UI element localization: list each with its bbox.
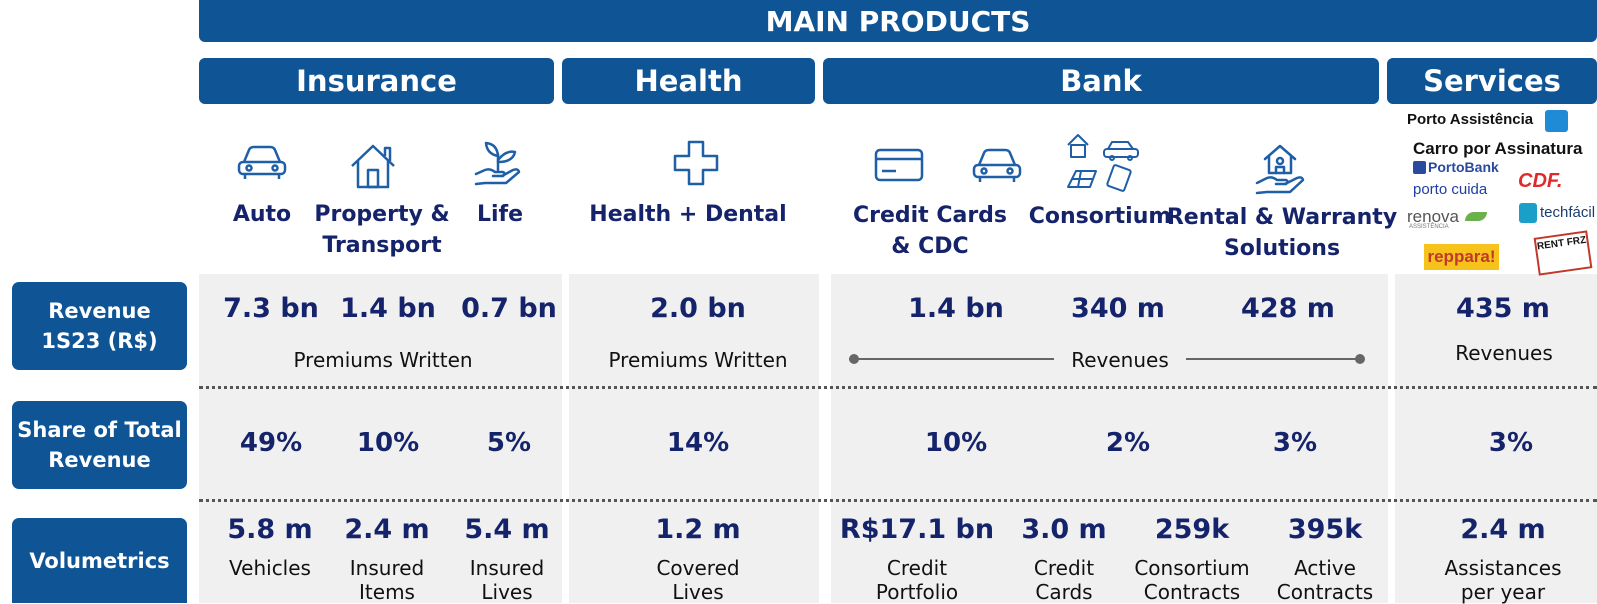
segment-services: Services bbox=[1387, 58, 1597, 104]
car-icon bbox=[237, 145, 287, 179]
bracket-line-left bbox=[849, 358, 1054, 360]
revenue-services: 435 m bbox=[1456, 293, 1550, 324]
category-credit-cards-cdc: Credit Cards & CDC bbox=[852, 203, 1008, 259]
segment-bank: Bank bbox=[823, 58, 1379, 104]
logo-portobank: PortoBank bbox=[1428, 159, 1499, 175]
consortium-assets-icon bbox=[1067, 134, 1139, 192]
row-label-revenue: Revenue 1S23 (R$) bbox=[12, 282, 187, 370]
vol-life-label: Insured Lives bbox=[469, 556, 545, 604]
revenue-life: 0.7 bn bbox=[461, 293, 557, 324]
row-divider bbox=[199, 386, 1597, 389]
portobank-logo-icon bbox=[1413, 161, 1426, 174]
bracket-dot-right bbox=[1355, 354, 1365, 364]
leaf-icon bbox=[1465, 212, 1487, 221]
logo-reppara: reppara! bbox=[1424, 244, 1499, 270]
share-auto: 49% bbox=[239, 428, 303, 458]
row-label-share: Share of Total Revenue bbox=[12, 401, 187, 489]
revenue-property: 1.4 bn bbox=[340, 293, 436, 324]
vol-credit-cards-label: Credit Cards bbox=[1033, 556, 1095, 604]
note-premiums-written-health: Premiums Written bbox=[608, 348, 788, 372]
category-health-dental: Health + Dental bbox=[589, 202, 787, 227]
credit-card-icon bbox=[874, 148, 924, 182]
main-products-title: MAIN PRODUCTS bbox=[199, 0, 1597, 42]
vol-credit-cards-value: 3.0 m bbox=[1021, 514, 1107, 545]
techfacil-logo-icon bbox=[1519, 203, 1537, 223]
vol-auto-value: 5.8 m bbox=[227, 514, 313, 545]
share-services: 3% bbox=[1488, 428, 1534, 458]
vol-rental-value: 395k bbox=[1287, 514, 1363, 545]
house-icon bbox=[351, 144, 395, 189]
category-life: Life bbox=[476, 202, 524, 227]
logo-renova-subtitle: ASSISTÊNCIA bbox=[1409, 224, 1449, 230]
vol-property-value: 2.4 m bbox=[344, 514, 430, 545]
vol-life-value: 5.4 m bbox=[464, 514, 550, 545]
share-health: 14% bbox=[666, 428, 730, 458]
share-rental: 3% bbox=[1272, 428, 1318, 458]
car-icon bbox=[972, 148, 1022, 182]
logo-renova: renova bbox=[1407, 207, 1459, 226]
logo-porto-cuida: porto cuida bbox=[1413, 181, 1488, 198]
revenue-health: 2.0 bn bbox=[650, 293, 746, 324]
vol-consortium-value: 259k bbox=[1154, 514, 1230, 545]
vol-health-label: Covered Lives bbox=[656, 556, 740, 604]
vol-property-label: Insured Items bbox=[349, 556, 425, 604]
share-property: 10% bbox=[356, 428, 420, 458]
revenue-rental: 428 m bbox=[1241, 293, 1335, 324]
note-premiums-written: Premiums Written bbox=[293, 348, 473, 372]
share-consortium: 2% bbox=[1105, 428, 1151, 458]
revenue-auto: 7.3 bn bbox=[223, 293, 319, 324]
row-label-volumetrics: Volumetrics bbox=[12, 518, 187, 603]
revenue-consortium: 340 m bbox=[1071, 293, 1165, 324]
vol-credit-portfolio-label: Credit Portfolio bbox=[875, 556, 959, 604]
segment-health: Health bbox=[562, 58, 815, 104]
note-revenues-bank: Revenues bbox=[1071, 348, 1169, 372]
logo-rent-frz: RENT FRZ bbox=[1533, 230, 1593, 276]
vol-credit-portfolio-value: R$17.1 bn bbox=[839, 514, 995, 545]
medical-cross-icon bbox=[673, 140, 719, 186]
category-property-transport: Property & Transport bbox=[314, 202, 450, 258]
bracket-dot-left bbox=[849, 354, 859, 364]
segment-insurance: Insurance bbox=[199, 58, 554, 104]
vol-auto-label: Vehicles bbox=[229, 556, 311, 580]
category-consortium: Consortium bbox=[1028, 204, 1172, 229]
bracket-line-right bbox=[1186, 358, 1361, 360]
logo-carro-por-assinatura: Carro por Assinatura bbox=[1413, 139, 1583, 158]
category-rental-warranty: Rental & Warranty Solutions bbox=[1166, 205, 1398, 261]
category-auto: Auto bbox=[232, 202, 292, 227]
vol-rental-label: Active Contracts bbox=[1276, 556, 1374, 604]
hand-plant-icon bbox=[474, 141, 521, 186]
health-panel bbox=[569, 274, 819, 603]
vol-services-value: 2.4 m bbox=[1460, 514, 1546, 545]
revenue-credit-cards: 1.4 bn bbox=[908, 293, 1004, 324]
vol-services-label: Assistances per year bbox=[1444, 556, 1562, 604]
logo-cdf: CDF. bbox=[1518, 170, 1563, 192]
share-credit-cards: 10% bbox=[924, 428, 988, 458]
bank-panel bbox=[831, 274, 1388, 603]
hand-house-icon bbox=[1255, 144, 1305, 195]
logo-techfacil: techfácil bbox=[1540, 204, 1596, 221]
vol-health-value: 1.2 m bbox=[655, 514, 741, 545]
services-panel bbox=[1395, 274, 1597, 603]
row-divider bbox=[199, 499, 1597, 502]
logo-porto-assistencia: Porto Assistência bbox=[1407, 111, 1534, 128]
note-revenues-services: Revenues bbox=[1455, 341, 1553, 365]
share-life: 5% bbox=[486, 428, 532, 458]
vol-consortium-label: Consortium Contracts bbox=[1134, 556, 1250, 604]
insurance-panel bbox=[199, 274, 562, 603]
porto-logo-icon bbox=[1545, 110, 1568, 132]
